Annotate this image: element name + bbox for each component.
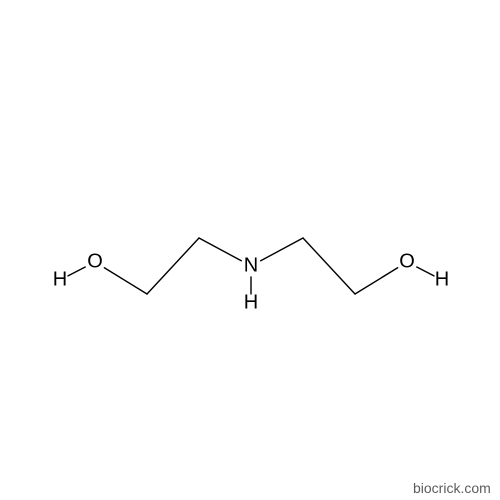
atom-label-h_mid: H: [244, 292, 258, 315]
bond: [199, 238, 241, 261]
atom-label-o_left: O: [87, 251, 103, 274]
bond: [303, 238, 355, 294]
bond: [104, 268, 147, 294]
atom-label-h_right: H: [435, 269, 449, 292]
structure-canvas: HONHOH biocrick.com: [0, 0, 500, 500]
watermark-text: biocrick.com: [413, 480, 491, 496]
bond: [355, 268, 398, 294]
bond-layer: [0, 0, 500, 500]
bond: [417, 267, 434, 276]
atom-label-o_right: O: [399, 251, 415, 274]
atom-label-h_left: H: [53, 269, 67, 292]
bond: [147, 238, 199, 294]
bond: [68, 267, 85, 276]
bond: [261, 238, 303, 261]
atom-label-n: N: [244, 255, 258, 278]
